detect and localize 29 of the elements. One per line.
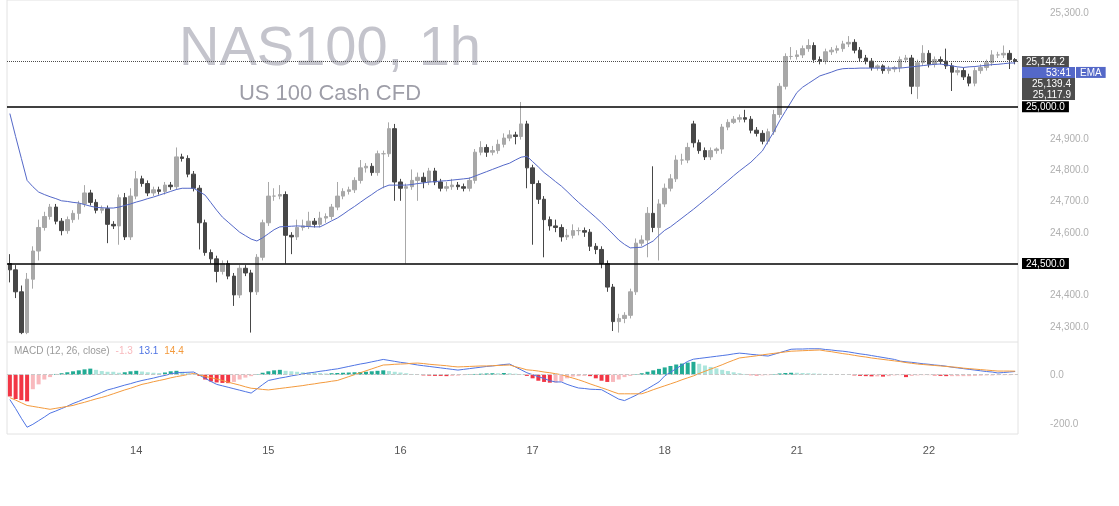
annotation: 14.4 — [164, 344, 185, 356]
y-tick-label: 24,900.0 — [1050, 132, 1090, 144]
y-tick-label: 0.0 — [1050, 369, 1065, 381]
y-tick-label: 24,400.0 — [1050, 289, 1090, 301]
text: 25,139.4 — [1032, 77, 1072, 89]
text: US 100 Cash CFD — [238, 79, 422, 105]
x-tick-label: 16 — [394, 443, 407, 456]
y-tick-label: 24,300.0 — [1050, 320, 1090, 332]
text: EMA — [1080, 66, 1102, 78]
x-tick-label: 18 — [658, 443, 671, 456]
ref-line-label: 25,144.2 — [1026, 55, 1066, 67]
x-tick-label: 21 — [790, 443, 803, 456]
annotation: 13.1 — [138, 344, 159, 356]
y-tick-label: 24,800.0 — [1050, 163, 1090, 175]
chart-title: MACD (12, 26, close) — [14, 344, 110, 356]
text: 53:41 — [1045, 66, 1072, 78]
x-tick-label: 17 — [526, 443, 539, 456]
x-tick-label: 14 — [130, 443, 143, 456]
annotation: -1.3 — [115, 344, 134, 356]
ref-line-label: 25,000.0 — [1026, 101, 1066, 113]
text: 25,117.9 — [1032, 88, 1072, 100]
x-tick-label: 15 — [262, 443, 275, 456]
ref-line-label: 24,500.0 — [1026, 258, 1066, 270]
y-tick-label: 24,700.0 — [1050, 195, 1090, 207]
y-tick-label: 24,600.0 — [1050, 226, 1090, 238]
x-tick-label: 22 — [922, 443, 936, 456]
chart-title: NAS100, 1h — [179, 13, 481, 77]
y-tick-label: 25,300.0 — [1050, 7, 1090, 19]
y-tick-label: -200.0 — [1050, 417, 1079, 429]
